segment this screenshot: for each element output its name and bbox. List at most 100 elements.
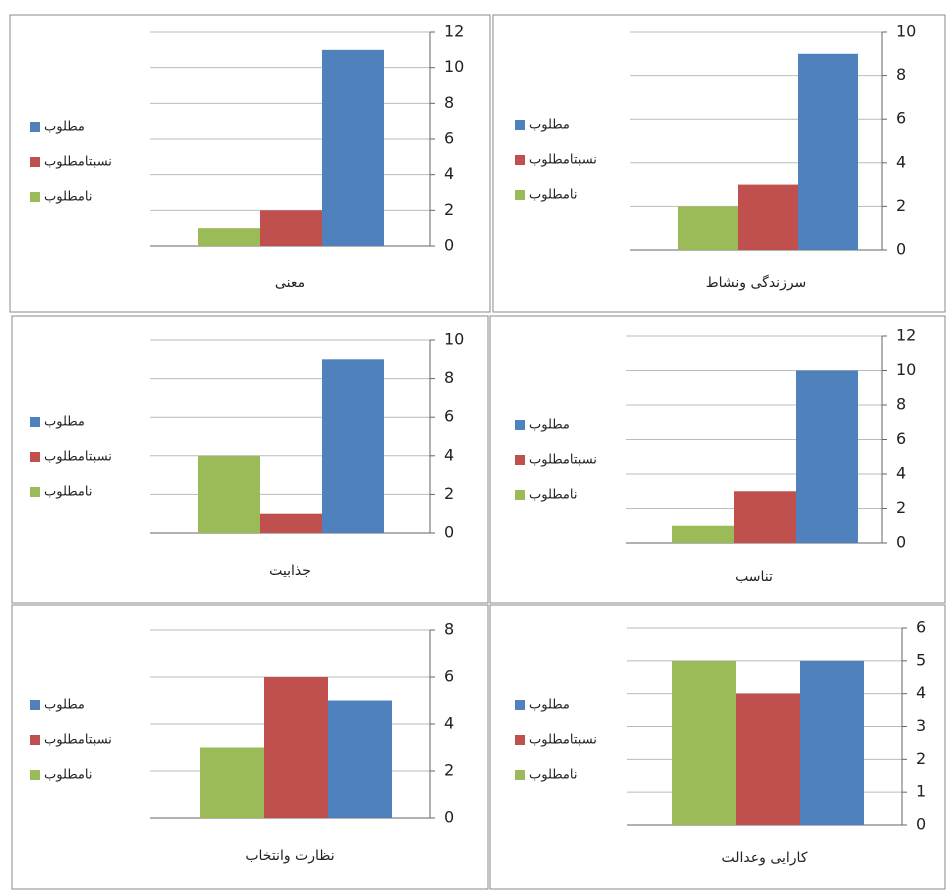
legend-label: مطلوب	[44, 415, 85, 430]
x-tick-label: کارایی وعدالت	[722, 850, 808, 866]
legend-label: نسبتامطلوب	[529, 453, 597, 468]
bar	[734, 491, 796, 543]
legend-label: نامطلوب	[529, 768, 577, 783]
bar	[264, 677, 328, 818]
y-tick-label: 0	[444, 808, 454, 827]
y-tick-label: 0	[916, 815, 926, 834]
legend-swatch	[515, 735, 525, 745]
y-tick-label: 4	[896, 464, 906, 483]
x-tick-label: تناسب	[735, 569, 773, 585]
bar	[800, 660, 864, 825]
y-tick-label: 10	[444, 57, 464, 76]
y-tick-label: 2	[896, 196, 906, 215]
legend-swatch	[30, 122, 40, 132]
x-tick-label: جذابیت	[269, 563, 311, 579]
y-tick-label: 6	[916, 618, 926, 637]
x-tick-label: سرزندگی ونشاط	[706, 274, 807, 291]
y-tick-label: 4	[916, 683, 926, 702]
legend-label: نامطلوب	[44, 190, 92, 205]
y-tick-label: 2	[896, 498, 906, 517]
legend-swatch	[30, 157, 40, 167]
legend-label: نامطلوب	[529, 488, 577, 503]
y-tick-label: 0	[896, 240, 906, 259]
legend-label: نسبتامطلوب	[44, 733, 112, 748]
y-tick-label: 4	[444, 164, 454, 183]
legend-swatch	[515, 770, 525, 780]
legend-swatch	[30, 417, 40, 427]
legend-label: نسبتامطلوب	[529, 733, 597, 748]
bar	[260, 513, 322, 533]
y-tick-label: 5	[916, 650, 926, 669]
y-tick-label: 3	[916, 716, 926, 735]
legend-label: نامطلوب	[44, 768, 92, 783]
legend-label: مطلوب	[529, 118, 570, 133]
y-tick-label: 2	[444, 200, 454, 219]
bar	[198, 455, 260, 533]
y-tick-label: 6	[444, 667, 454, 686]
bar	[738, 184, 798, 250]
legend-swatch	[515, 155, 525, 165]
y-tick-label: 10	[896, 360, 916, 379]
legend-swatch	[30, 770, 40, 780]
legend-label: مطلوب	[529, 698, 570, 713]
legend-label: نامطلوب	[44, 485, 92, 500]
y-tick-label: 8	[896, 65, 906, 84]
bar	[672, 525, 734, 543]
y-tick-label: 4	[896, 152, 906, 171]
bar	[322, 359, 384, 533]
y-tick-label: 12	[896, 326, 916, 345]
y-tick-label: 8	[444, 93, 454, 112]
legend-swatch	[30, 452, 40, 462]
y-tick-label: 0	[444, 236, 454, 255]
x-tick-label: معنی	[275, 275, 305, 291]
legend-swatch	[515, 455, 525, 465]
legend-swatch	[30, 487, 40, 497]
legend-swatch	[515, 700, 525, 710]
panel	[11, 604, 489, 890]
y-tick-label: 10	[896, 22, 916, 41]
bar	[796, 370, 858, 543]
y-tick-label: 1	[916, 782, 926, 801]
y-tick-label: 8	[896, 395, 906, 414]
y-tick-label: 0	[444, 523, 454, 542]
y-tick-label: 2	[916, 749, 926, 768]
bar	[798, 53, 858, 250]
y-tick-label: 6	[896, 429, 906, 448]
legend-swatch	[30, 700, 40, 710]
bar	[678, 206, 738, 250]
bar	[198, 228, 260, 246]
legend-label: مطلوب	[529, 418, 570, 433]
y-tick-label: 12	[444, 22, 464, 41]
y-tick-label: 10	[444, 330, 464, 349]
x-tick-label: نظارت وانتخاب	[245, 848, 334, 864]
panel	[489, 315, 946, 604]
legend-swatch	[30, 192, 40, 202]
legend-swatch	[30, 735, 40, 745]
bar	[200, 747, 264, 818]
bar	[322, 49, 384, 247]
legend-swatch	[515, 490, 525, 500]
bar	[260, 210, 322, 246]
legend-swatch	[515, 420, 525, 430]
legend-label: مطلوب	[44, 698, 85, 713]
bar	[672, 660, 736, 825]
legend-label: مطلوب	[44, 120, 85, 135]
y-tick-label: 2	[444, 761, 454, 780]
y-tick-label: 4	[444, 714, 454, 733]
legend-swatch	[515, 120, 525, 130]
panel	[492, 14, 946, 313]
legend-label: نسبتامطلوب	[529, 153, 597, 168]
bar	[328, 700, 392, 818]
y-tick-label: 2	[444, 484, 454, 503]
legend-label: نسبتامطلوب	[44, 155, 112, 170]
y-tick-label: 8	[444, 368, 454, 387]
y-tick-label: 6	[896, 109, 906, 128]
bar	[736, 693, 800, 825]
y-tick-label: 4	[444, 445, 454, 464]
panel	[9, 14, 491, 313]
y-tick-label: 6	[444, 129, 454, 148]
y-tick-label: 8	[444, 620, 454, 639]
y-tick-label: 0	[896, 533, 906, 552]
legend-swatch	[515, 190, 525, 200]
